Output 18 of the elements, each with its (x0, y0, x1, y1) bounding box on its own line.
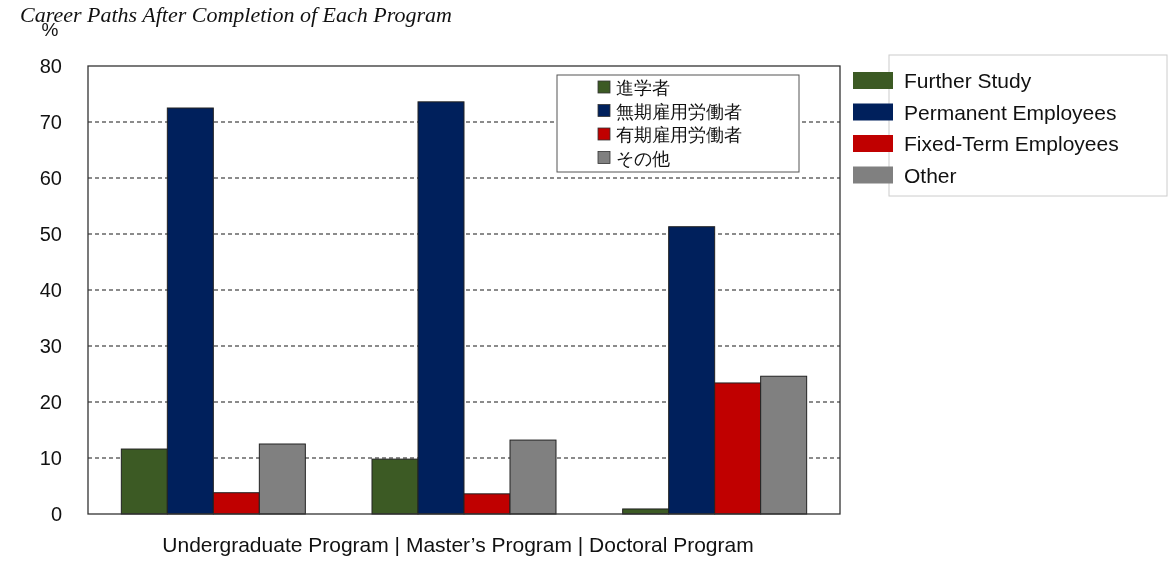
y-tick-label: 60 (39, 167, 62, 189)
y-tick-label: 40 (39, 279, 62, 301)
annotation: 進学者 (616, 78, 670, 98)
y-tick-label: 50 (39, 223, 62, 245)
y-tick-label: 20 (39, 391, 62, 413)
annotation: その他 (616, 148, 670, 169)
y-tick-label: 80 (39, 55, 62, 77)
legend-label: Other (904, 163, 957, 187)
legend-label: Further Study (904, 69, 1032, 92)
y-tick-label: 0 (50, 503, 62, 525)
x-axis-title: Undergraduate Program | Master’s Program | Doctoral Program (162, 533, 754, 556)
y-tick-label: 30 (39, 335, 62, 357)
y-tick-label: 10 (39, 447, 62, 469)
legend-label: Permanent Employees (904, 100, 1117, 124)
legend-label: Fixed-Term Employees (904, 132, 1119, 155)
annotation: 無期雇用労働者 (616, 101, 742, 122)
y-tick-label: 70 (39, 111, 62, 133)
annotation: 有期雇用労働者 (616, 125, 742, 145)
